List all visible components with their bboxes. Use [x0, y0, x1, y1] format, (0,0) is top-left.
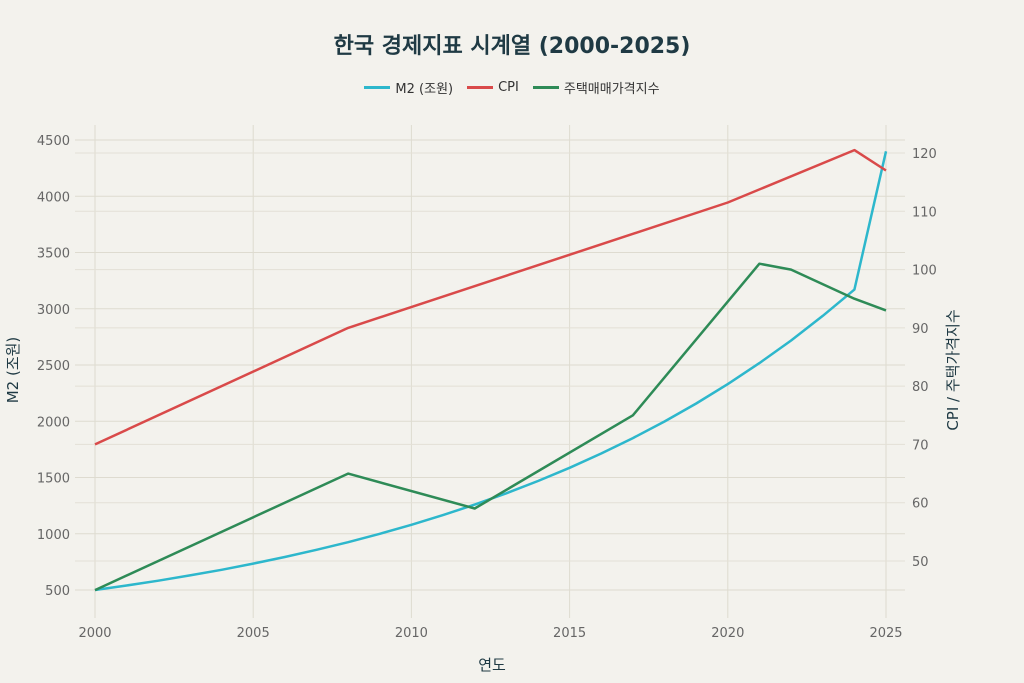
y2-tick-label: 90 — [912, 322, 929, 337]
legend-label: CPI — [498, 80, 519, 95]
x-axis-label: 연도 — [478, 656, 506, 674]
x-tick-label: 2020 — [711, 626, 744, 641]
legend-label: 주택매매가격지수 — [563, 82, 660, 97]
y-tick-label: 1000 — [37, 528, 70, 543]
y2-tick-label: 70 — [912, 438, 929, 453]
y-tick-label: 4500 — [37, 134, 70, 149]
y2-tick-label: 110 — [912, 205, 937, 220]
y-tick-label: 2000 — [37, 415, 70, 430]
y2-tick-label: 60 — [912, 497, 929, 512]
legend: M2 (조원) CPI 주택매매가격지수 — [0, 78, 1024, 97]
x-tick-label: 2005 — [237, 626, 270, 641]
series-line-0 — [94, 151, 888, 592]
x-tick-label: 2000 — [78, 626, 111, 641]
series-line-1 — [94, 148, 887, 446]
y-tick-label: 1500 — [37, 472, 70, 487]
y-tick-label: 500 — [45, 584, 70, 599]
legend-item-housing[interactable]: 주택매매가격지수 — [532, 78, 660, 97]
x-tick-label: 2010 — [395, 626, 428, 641]
y-axis-label: M2 (조원) — [4, 337, 22, 404]
chart-title: 한국 경제지표 시계열 (2000-2025) — [333, 34, 691, 59]
series-line-2 — [94, 262, 887, 592]
x-tick-label: 2025 — [869, 626, 902, 641]
y-tick-label: 3500 — [37, 247, 70, 262]
y2-tick-label: 50 — [912, 555, 929, 570]
y2-tick-label: 120 — [912, 147, 937, 162]
legend-swatch — [364, 86, 391, 89]
y-tick-label: 2500 — [37, 359, 70, 374]
legend-item-m2[interactable]: M2 (조원) — [364, 78, 453, 97]
x-tick-label: 2015 — [553, 626, 586, 641]
legend-label: M2 (조원) — [395, 82, 454, 97]
legend-swatch — [467, 86, 494, 89]
legend-swatch — [532, 86, 559, 89]
y-tick-label: 4000 — [37, 190, 70, 205]
y2-axis-label: CPI / 주택가격지수 — [944, 309, 962, 430]
y2-tick-label: 80 — [912, 380, 929, 395]
legend-item-cpi[interactable]: CPI — [467, 78, 519, 97]
y-tick-label: 3000 — [37, 303, 70, 318]
y2-tick-label: 100 — [912, 264, 937, 279]
